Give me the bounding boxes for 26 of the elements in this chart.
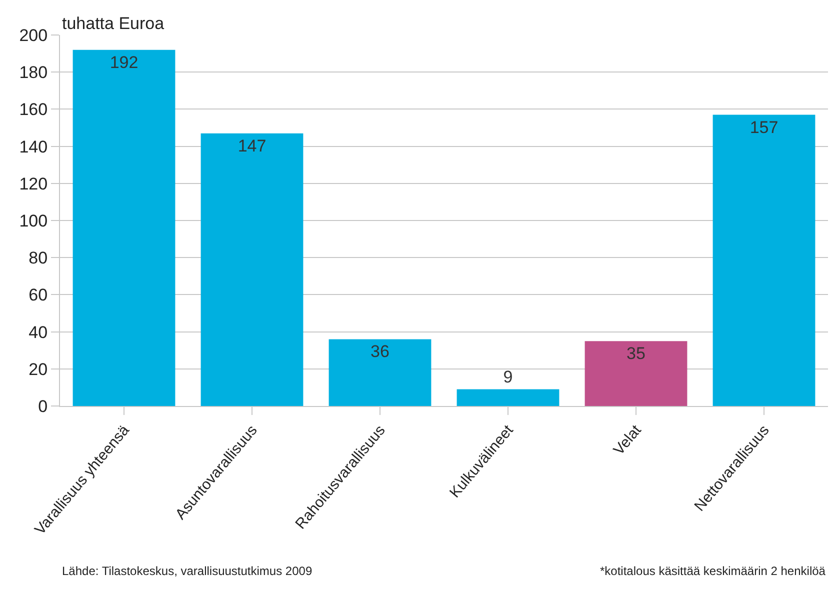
- bar: [328, 339, 432, 406]
- bar: [712, 114, 816, 406]
- data-label: 36: [370, 342, 390, 362]
- y-tick-label: 200: [19, 26, 48, 45]
- bar: [200, 133, 304, 406]
- y-tick-label: 160: [19, 100, 48, 120]
- data-label: 192: [110, 52, 138, 72]
- text: *kotitalous käsittää keskimäärin 2 henkilöä: [600, 564, 826, 578]
- y-tick-label: 100: [19, 211, 48, 230]
- bar: [72, 50, 176, 406]
- data-label: 157: [750, 118, 778, 137]
- data-label: 35: [626, 344, 646, 364]
- y-tick-label: 180: [19, 63, 48, 82]
- y-tick-label: 0: [38, 396, 48, 416]
- bar: [584, 341, 688, 406]
- y-tick-label: 140: [19, 137, 48, 156]
- y-tick-label: 20: [28, 360, 48, 379]
- y-tick-label: 80: [28, 248, 48, 268]
- bar: [456, 389, 560, 406]
- y-tick-label: 120: [19, 174, 48, 194]
- y-axis-title: tuhatta Euroa: [62, 14, 165, 33]
- y-tick-label: 40: [28, 322, 48, 342]
- text: Lähde: Tilastokeskus, varallisuustutkimus 2009: [62, 564, 312, 578]
- data-label: 9: [503, 367, 513, 386]
- data-label: 147: [238, 136, 266, 156]
- y-tick-label: 60: [28, 286, 48, 305]
